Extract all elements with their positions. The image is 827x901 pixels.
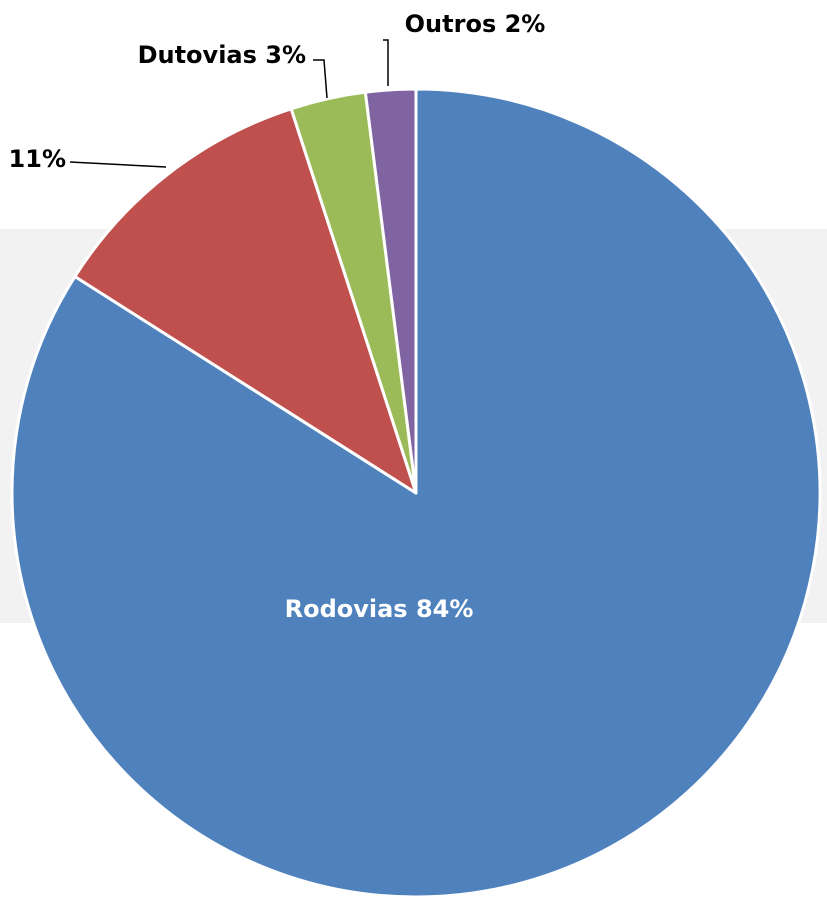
- slice-label-dutovias: Dutovias 3%: [138, 41, 306, 69]
- leader-line-dutovias: [313, 59, 328, 99]
- leader-line-outros: [383, 39, 389, 86]
- leader-lines: [69, 39, 389, 168]
- slice-label-rodovias: Rodovias 84%: [285, 595, 474, 623]
- pie-slices: [10, 87, 822, 899]
- pie-slice-outros: [363, 87, 418, 495]
- leader-line-11: [69, 161, 167, 168]
- pie-slice-11: [73, 107, 418, 495]
- slice-label-outros: Outros 2%: [405, 10, 546, 38]
- slice-label-11: 11%: [9, 145, 66, 173]
